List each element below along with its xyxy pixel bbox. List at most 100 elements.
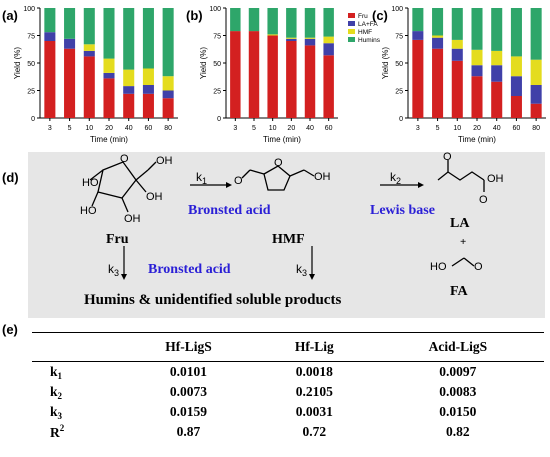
table-row: k3 0.0159 0.0031 0.0150 <box>32 402 544 422</box>
hmf-label: HMF <box>272 232 305 247</box>
bar-segment <box>286 8 297 38</box>
reaction-scheme: HO O OH OH OH HO O O OH O OH O <box>28 152 545 318</box>
bar-segment <box>304 37 316 39</box>
value-cell: 0.0073 <box>169 384 208 399</box>
value-cell: 0.0018 <box>295 364 333 379</box>
y-tick-label: 50 <box>395 61 403 68</box>
bar-segment <box>510 96 522 118</box>
value-cell: 0.0101 <box>169 364 208 379</box>
plus-sign: + <box>460 236 467 248</box>
y-axis-label: Yield (%) <box>13 47 22 79</box>
x-tick-label: 40 <box>493 125 501 132</box>
la-structure <box>437 160 485 192</box>
bar-segment <box>491 8 503 51</box>
bar-segment <box>230 8 241 32</box>
bar-segment <box>286 41 297 118</box>
arrow-k1-head <box>226 182 232 188</box>
fru-oh-1: HO <box>82 177 99 189</box>
x-tick-label: 20 <box>105 125 113 132</box>
table-row: k2 0.0073 0.2105 0.0083 <box>32 382 544 402</box>
x-tick-label: 40 <box>125 125 133 132</box>
bar-segment <box>471 65 483 77</box>
x-tick-label: 20 <box>287 125 295 132</box>
bar-segment <box>83 50 95 57</box>
fa-o: O <box>474 261 483 273</box>
y-tick-label: 0 <box>217 116 221 123</box>
bar-segment <box>162 90 174 99</box>
bar-segment <box>510 76 522 96</box>
x-axis-label: Time (min) <box>458 135 496 144</box>
la-acid-o: O <box>479 194 488 206</box>
value-cell: 0.72 <box>302 424 327 439</box>
fa-ho: HO <box>430 261 447 273</box>
bar-segment <box>530 85 542 104</box>
legend-swatch <box>348 29 355 34</box>
bar-segment <box>412 8 424 32</box>
x-axis-label: Time (min) <box>263 135 301 144</box>
scheme-structures: HO O OH OH OH HO O O OH O OH O <box>80 152 504 280</box>
legend-label: Humins <box>358 37 381 44</box>
k2-label: k2 <box>390 170 402 186</box>
bar-segment <box>83 44 95 51</box>
bar-segment <box>230 31 241 119</box>
x-tick-label: 60 <box>145 125 153 132</box>
x-tick-label: 5 <box>436 125 440 132</box>
legend-label: LA+FA <box>358 21 378 28</box>
arrow-k3-hmf-head <box>309 274 315 280</box>
bar-segment <box>64 8 76 39</box>
x-axis-label: Time (min) <box>90 135 128 144</box>
y-tick-label: 50 <box>213 61 221 68</box>
bar-segment <box>323 8 334 37</box>
x-tick-label: 5 <box>252 125 256 132</box>
la-label: LA <box>450 216 470 231</box>
y-tick-label: 75 <box>395 34 403 41</box>
fa-label: FA <box>450 284 468 299</box>
panel-label-c: (c) <box>372 8 388 23</box>
x-tick-label: 3 <box>416 125 420 132</box>
bar-segment <box>471 76 483 118</box>
bar-segment <box>142 68 154 85</box>
bar-segment <box>267 35 278 118</box>
fru-oh-4: OH <box>124 213 141 225</box>
k3-label-hmf: k3 <box>296 262 308 278</box>
bar-segment <box>304 45 316 118</box>
bar-segment <box>142 93 154 118</box>
fru-oh-3: OH <box>146 191 163 203</box>
bar-segment <box>267 34 278 36</box>
panel-label-d: (d) <box>2 170 19 185</box>
table-header-cell: Hf-Lig <box>256 332 372 362</box>
bar-segment <box>451 48 463 61</box>
table-header-row: Hf-LigS Hf-Lig Acid-LigS <box>32 332 544 362</box>
bar-segment <box>142 8 154 69</box>
fa-structure <box>451 257 475 267</box>
bar-segment <box>162 76 174 91</box>
bar-segment <box>471 49 483 66</box>
param-cell: k2 <box>50 383 63 401</box>
bar-segment <box>304 38 316 46</box>
bar-segment <box>471 8 483 50</box>
value-cell: 0.82 <box>446 424 470 439</box>
arrow-k3-fru-head <box>121 274 127 280</box>
x-tick-label: 10 <box>85 125 93 132</box>
bar-segment <box>432 37 444 49</box>
bar-segment <box>432 35 444 38</box>
bar-segment <box>142 85 154 94</box>
legend-swatch <box>348 21 355 26</box>
bar-segment <box>491 50 503 66</box>
x-tick-label: 60 <box>513 125 521 132</box>
legend-label: HMF <box>358 29 372 36</box>
bar-segment <box>162 8 174 77</box>
panel-label-e: (e) <box>2 322 18 337</box>
bar-segment <box>323 55 334 118</box>
bar-segment <box>451 60 463 118</box>
bar-segment <box>432 8 444 36</box>
value-cell: 0.0150 <box>439 404 477 419</box>
fru-ring-o: O <box>120 153 129 165</box>
legend-swatch <box>348 37 355 42</box>
bar-segment <box>44 32 56 41</box>
fru-oh-5: HO <box>80 205 97 217</box>
bar-segment <box>267 8 278 35</box>
fructose-structure <box>89 161 157 213</box>
bar-segment <box>412 31 424 40</box>
